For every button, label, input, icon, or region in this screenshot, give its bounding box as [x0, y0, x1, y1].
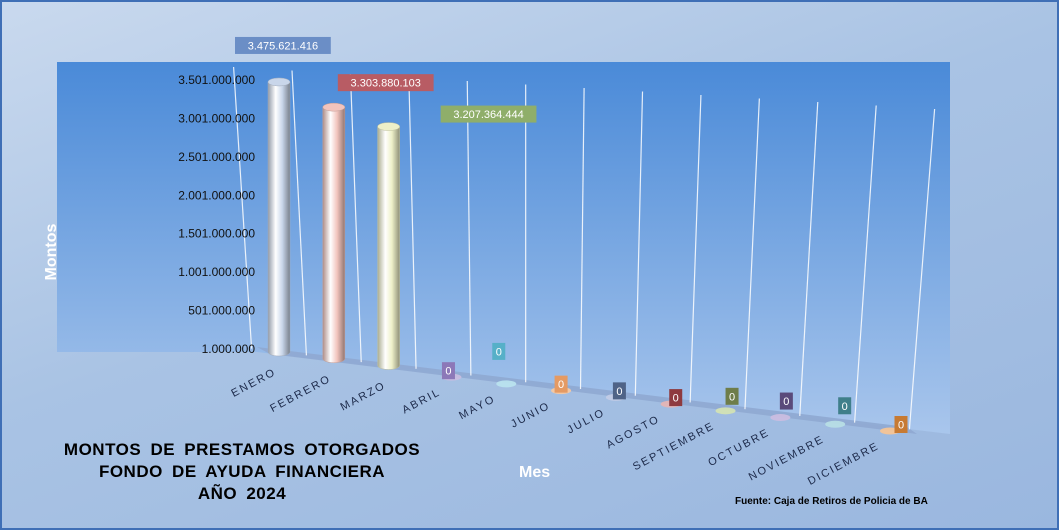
svg-text:0: 0 — [729, 391, 735, 403]
bar-mayo — [496, 380, 517, 388]
x-tick-label: ENERO — [229, 366, 278, 400]
data-label-junio: 0 — [554, 375, 568, 393]
bar-noviembre — [825, 420, 846, 428]
bar-septiembre — [715, 407, 736, 415]
y-tick-label: 1.000.000 — [202, 342, 256, 356]
y-tick-label: 1.001.000.000 — [178, 265, 255, 279]
y-tick-label: 501.000.000 — [188, 304, 255, 318]
data-label-marzo: 3.207.364.444 — [440, 105, 537, 123]
y-tick-label: 1.501.000.000 — [178, 227, 255, 241]
y-axis-title: Montos — [43, 223, 60, 281]
data-label-abril: 0 — [441, 362, 455, 380]
x-tick-label: ABRIL — [400, 386, 443, 416]
x-tick-label: JULIO — [565, 406, 607, 436]
svg-text:0: 0 — [783, 396, 789, 408]
y-tick-label: 3.001.000.000 — [178, 111, 255, 125]
data-label-octubre: 0 — [779, 392, 793, 410]
data-label-diciembre: 0 — [894, 416, 908, 433]
svg-text:0: 0 — [898, 420, 904, 432]
svg-text:3.475.621.416: 3.475.621.416 — [248, 40, 318, 52]
chart-title-line-1: MONTOS DE PRESTAMOS OTORGADOS — [63, 440, 421, 459]
bar-octubre — [770, 414, 791, 422]
chart-title-line-2: FONDO DE AYUDA FINANCIERA — [98, 462, 386, 481]
data-label-julio: 0 — [612, 382, 626, 400]
y-tick-label: 3.501.000.000 — [178, 73, 255, 87]
svg-text:0: 0 — [558, 379, 564, 391]
svg-text:0: 0 — [496, 346, 502, 358]
svg-text:3.207.364.444: 3.207.364.444 — [453, 109, 523, 121]
y-tick-label: 2.501.000.000 — [178, 150, 255, 164]
x-tick-label: MAYO — [457, 393, 498, 422]
svg-text:0: 0 — [445, 366, 451, 378]
data-label-septiembre: 0 — [725, 387, 739, 405]
data-labels: 3.475.621.416 3.303.880.103 3.207.364.444 0… — [235, 36, 908, 433]
source-note: Fuente: Caja de Retiros de Policia de BA — [735, 496, 928, 507]
gridlines — [232, 66, 936, 430]
svg-text:0: 0 — [673, 393, 679, 405]
chart-title: MONTOS DE PRESTAMOS OTORGADOS FONDO DE A… — [42, 439, 442, 505]
data-label-febrero: 3.303.880.103 — [337, 74, 434, 92]
x-axis-title: Mes — [519, 464, 551, 481]
x-tick-label: AGOSTO — [605, 413, 663, 451]
x-tick-label: MARZO — [338, 380, 388, 414]
svg-text:0: 0 — [842, 401, 848, 413]
svg-text:0: 0 — [616, 386, 622, 398]
bar-febrero — [322, 102, 346, 363]
data-label-noviembre: 0 — [838, 397, 852, 415]
x-tick-label: FEBRERO — [268, 373, 333, 415]
svg-text:3.303.880.103: 3.303.880.103 — [351, 78, 421, 90]
data-label-mayo: 0 — [492, 342, 506, 360]
y-axis-ticks: 1.000.000 501.000.000 1.001.000.000 1.501.0… — [178, 73, 255, 356]
y-tick-label: 2.001.000.000 — [178, 188, 255, 202]
bar-marzo — [377, 122, 400, 370]
data-label-agosto: 0 — [669, 389, 683, 407]
x-tick-label: JUNIO — [509, 400, 553, 431]
bar-enero — [267, 77, 291, 357]
x-tick-label: OCTUBRE — [706, 427, 771, 469]
data-label-enero: 3.475.621.416 — [235, 36, 331, 54]
chart-title-line-3: AÑO 2024 — [197, 484, 287, 503]
